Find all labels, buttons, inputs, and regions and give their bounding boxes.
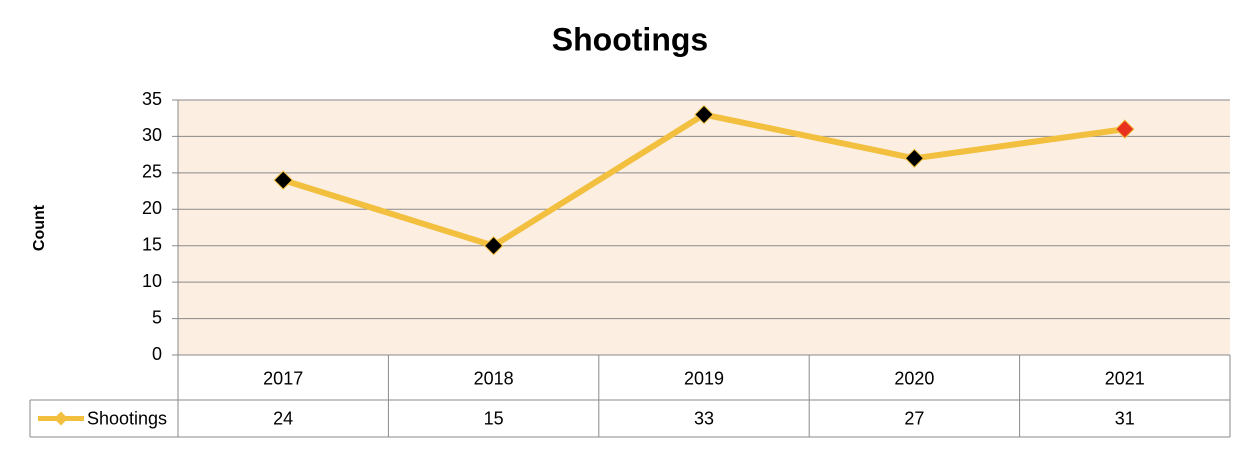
- y-tick-label: 35: [142, 89, 162, 109]
- x-tick-label: 2018: [474, 368, 514, 388]
- y-tick-label: 20: [142, 198, 162, 218]
- table-value: 24: [273, 408, 293, 428]
- y-tick-label: 25: [142, 162, 162, 182]
- chart-title: Shootings: [552, 21, 708, 57]
- table-value: 15: [484, 408, 504, 428]
- table-value: 27: [904, 408, 924, 428]
- x-tick-label: 2021: [1105, 368, 1145, 388]
- plot-area: [178, 100, 1230, 355]
- y-tick-label: 10: [142, 271, 162, 291]
- legend-label: Shootings: [87, 408, 167, 428]
- y-tick-label: 30: [142, 125, 162, 145]
- x-tick-label: 2020: [894, 368, 934, 388]
- y-axis-label: Count: [31, 204, 48, 251]
- y-tick-label: 0: [152, 344, 162, 364]
- marker: [694, 104, 714, 125]
- marker: [1115, 119, 1135, 139]
- x-tick-label: 2017: [263, 368, 303, 388]
- legend-marker: [54, 411, 68, 426]
- marker: [273, 170, 293, 190]
- table-value: 31: [1115, 408, 1135, 428]
- marker: [483, 236, 504, 256]
- marker: [904, 148, 925, 168]
- y-tick-label: 15: [142, 234, 162, 254]
- table-value: 33: [694, 408, 714, 428]
- x-tick-label: 2019: [684, 368, 724, 388]
- y-tick-label: 5: [152, 307, 162, 327]
